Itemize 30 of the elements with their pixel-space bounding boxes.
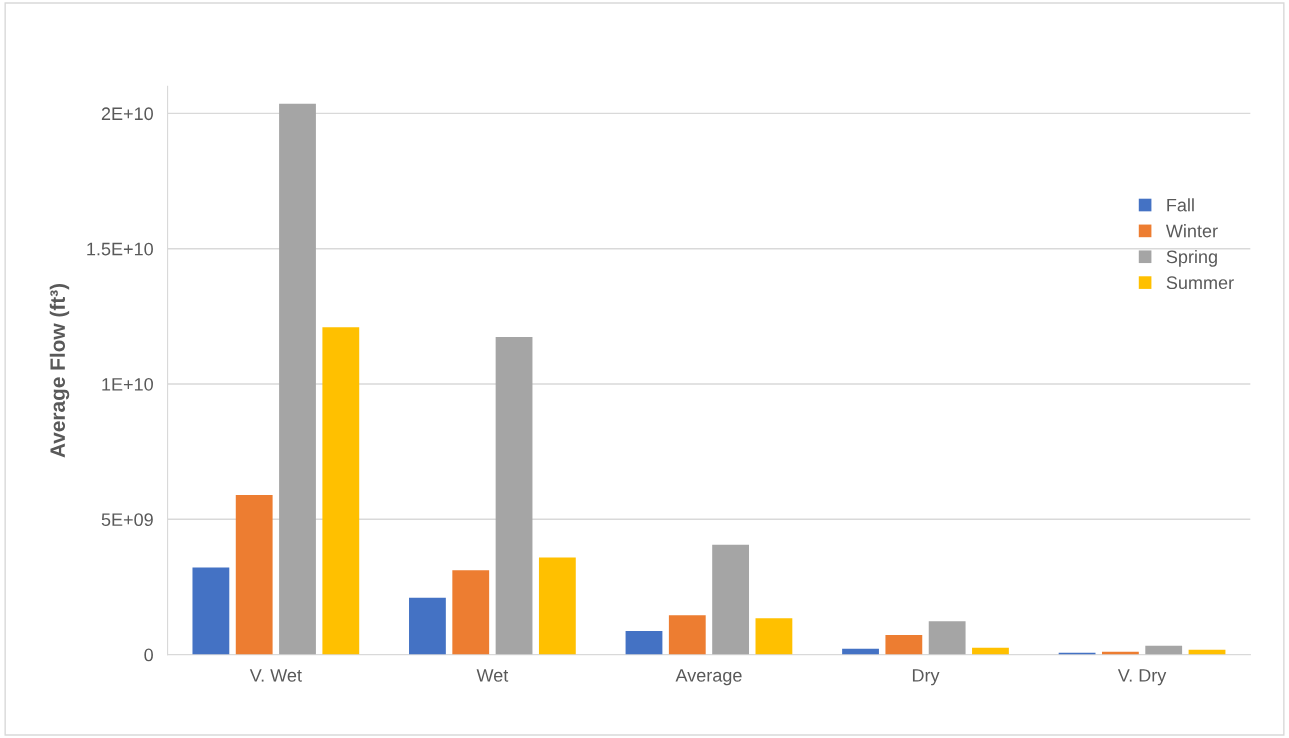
bar [712,544,750,655]
legend-label: Spring [1166,249,1217,267]
bar [279,103,316,655]
legend-label: Summer [1166,276,1234,290]
y-tick-label: 1.5E+10 [87,242,153,256]
y-tick-label: 1E+10 [102,377,153,391]
bar [322,327,360,655]
legend-label: Fall [1167,198,1194,212]
x-tick-label: Wet [476,669,509,682]
bar [885,635,923,655]
y-tick-label: 0 [144,648,153,662]
legend-label: Winter [1165,224,1218,238]
bar [192,567,230,655]
bar [1145,645,1183,655]
bar [928,621,966,655]
y-tick-label: 5E+09 [101,513,153,527]
x-tick-label: V. Dry [1117,669,1167,686]
bar [668,615,706,655]
bar [452,570,490,655]
bar [235,494,273,655]
bar [409,597,446,655]
y-axis-title: Average Flow (ft³) [49,283,70,458]
bar [538,557,576,655]
x-tick-label: V. Wet [249,669,302,682]
y-tick-label: 2E+10 [101,107,153,121]
x-tick-label: Average [675,669,742,686]
bar [495,336,533,655]
x-tick-label: Dry [912,669,940,686]
bar [755,618,793,655]
bar [625,631,663,655]
